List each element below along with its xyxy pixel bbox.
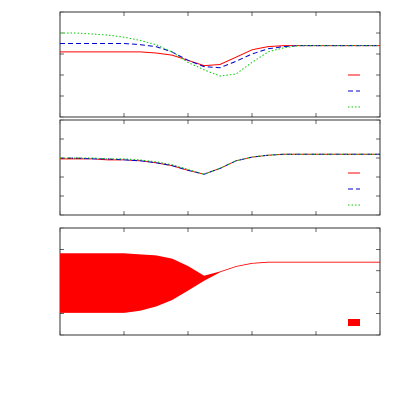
series-line <box>60 45 380 67</box>
series-line <box>60 153 380 175</box>
series-band <box>59 253 380 313</box>
series-line <box>60 43 380 69</box>
plot-frame <box>59 119 381 216</box>
legend-swatch <box>348 319 360 326</box>
series-line <box>60 153 380 175</box>
plot-frame <box>59 11 381 118</box>
series-line <box>60 32 380 77</box>
series-line <box>60 153 380 175</box>
